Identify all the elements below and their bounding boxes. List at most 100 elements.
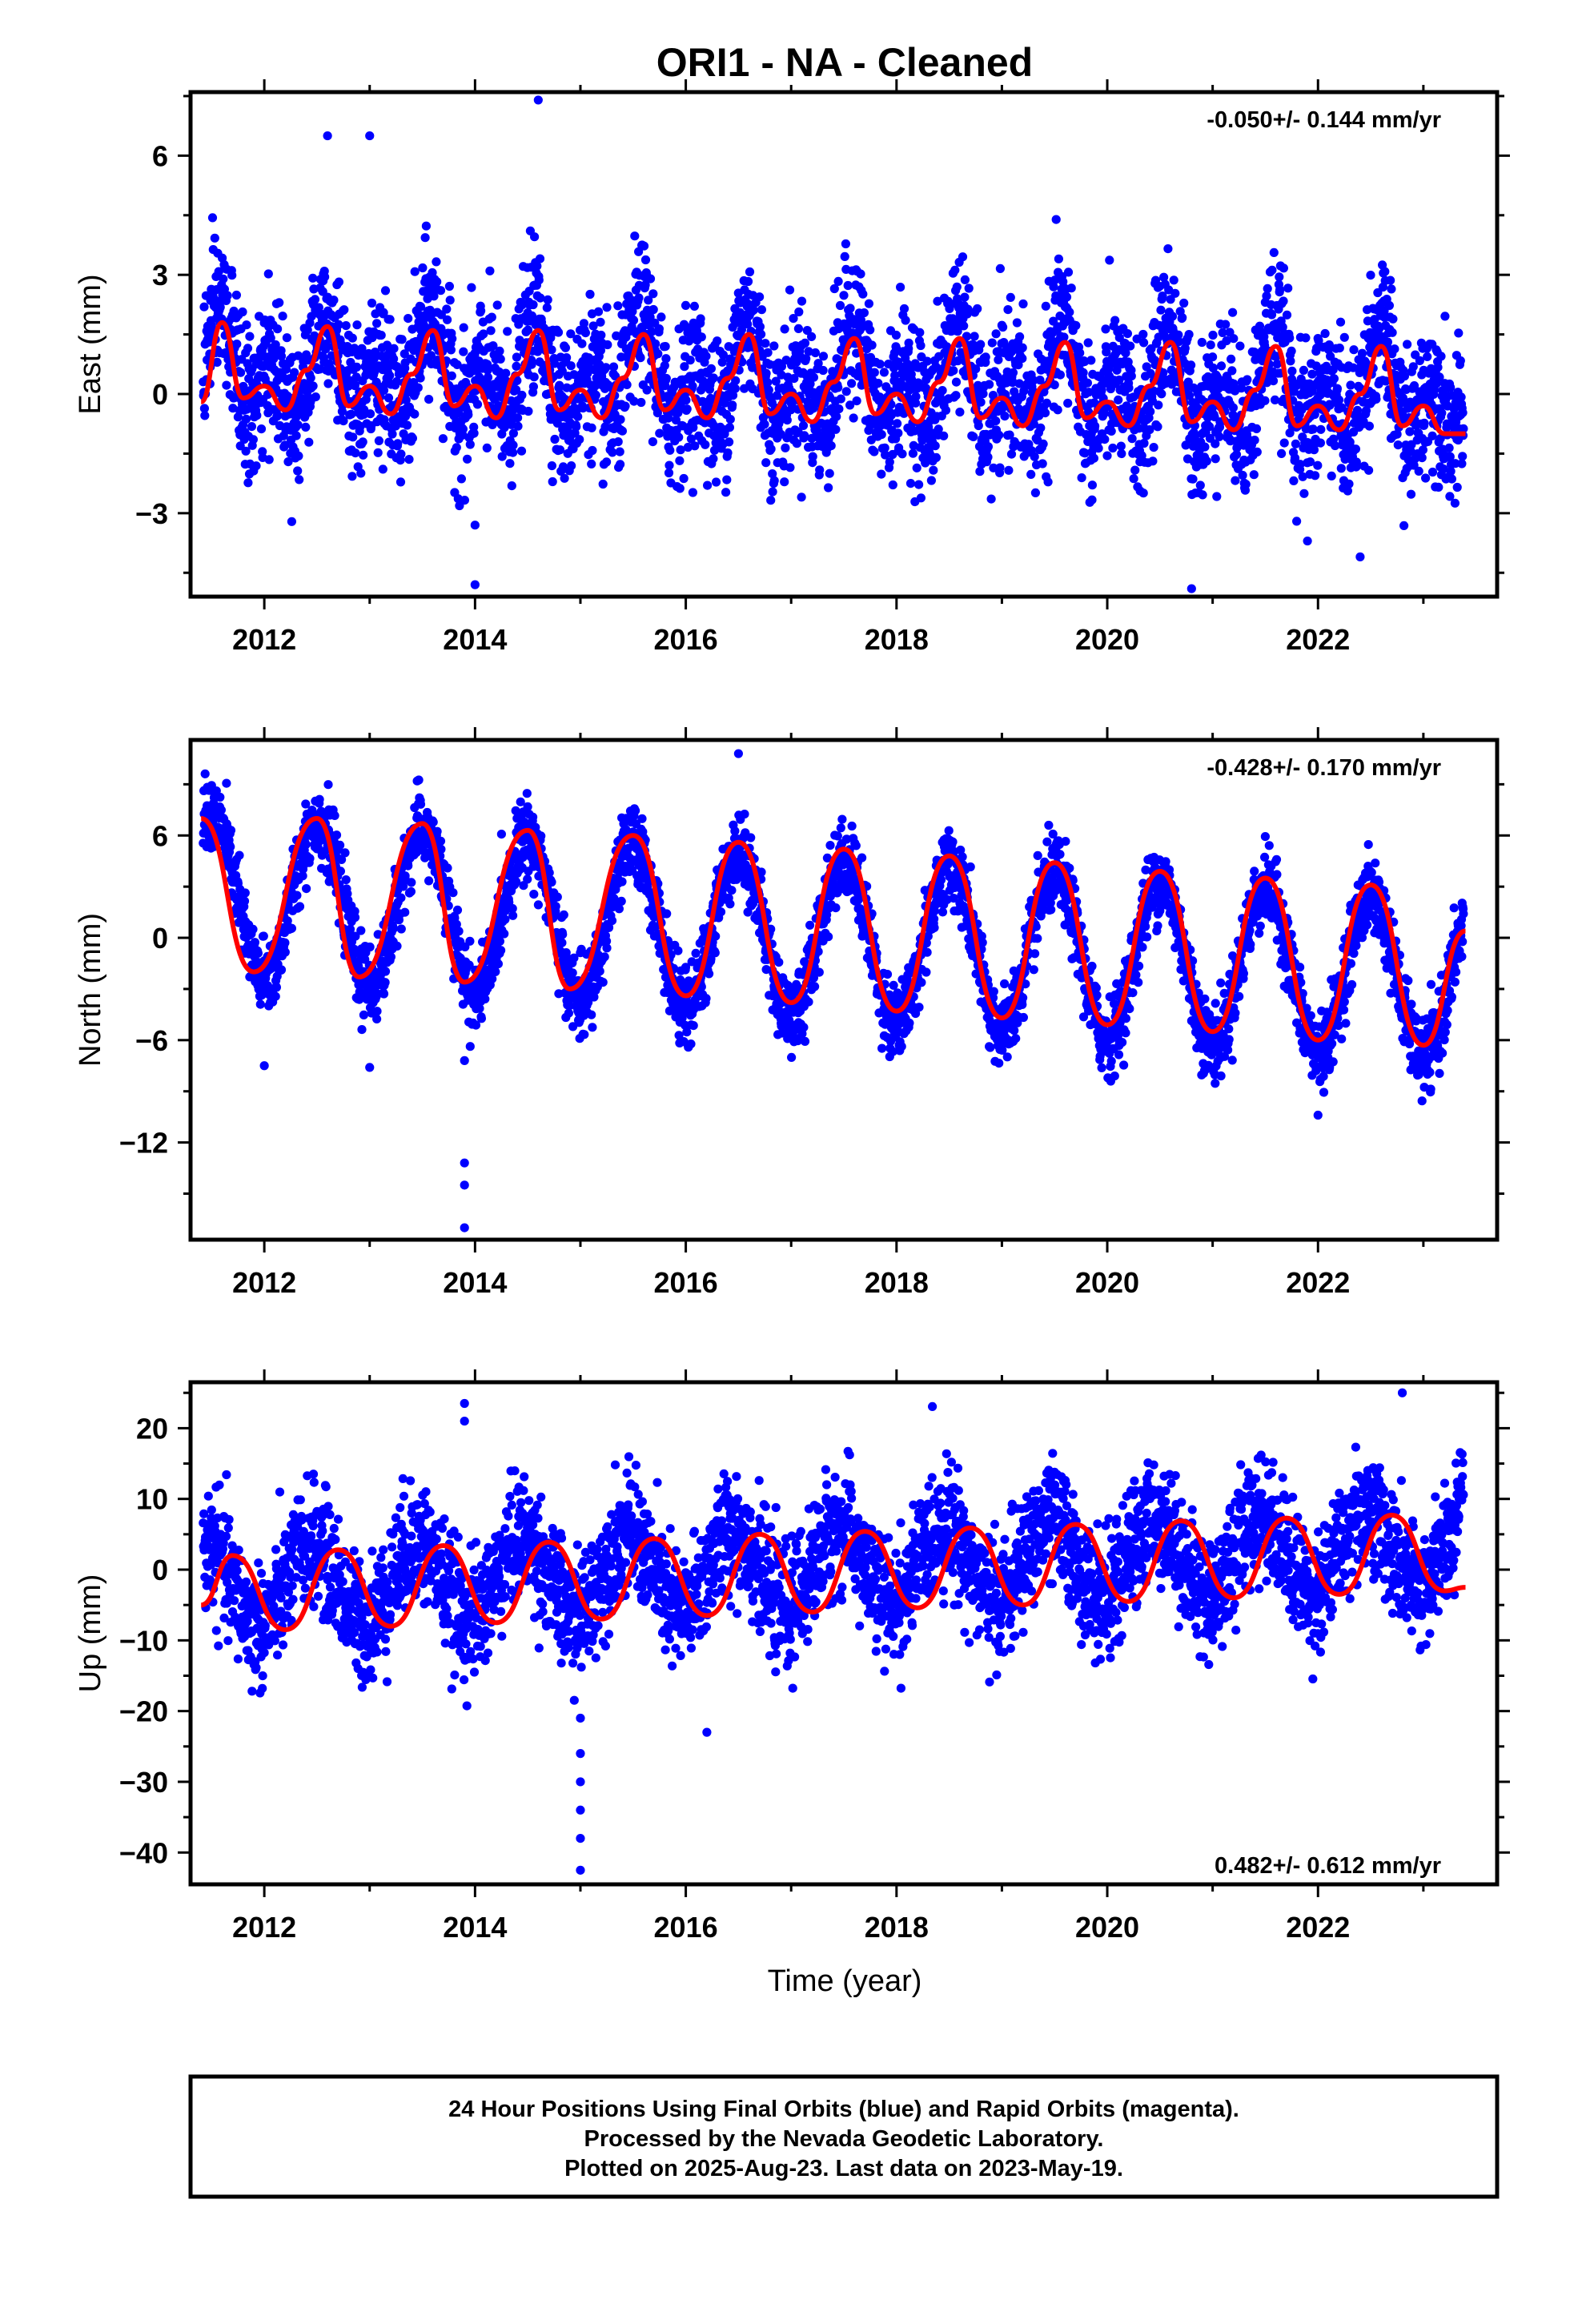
data-point [578,404,588,413]
data-point [616,415,625,424]
data-point [978,389,988,399]
data-point [1202,456,1211,466]
data-point [1251,424,1262,434]
data-point [512,361,521,371]
data-point [397,335,407,344]
data-point [647,327,656,336]
data-point [456,474,467,484]
data-point [1030,488,1040,498]
data-point [766,444,776,454]
data-point [1421,473,1431,483]
data-point [1169,275,1178,285]
data-point [931,452,941,463]
data-point [436,836,446,846]
data-point [271,991,280,1001]
data-point [476,306,486,316]
data-point [443,315,452,324]
data-point [1381,376,1391,386]
data-point [219,274,228,283]
data-point [800,338,810,348]
data-point [500,929,509,939]
data-point [709,454,718,464]
data-point [357,1025,367,1035]
data-point [273,411,283,420]
data-point [1205,422,1215,432]
data-point [792,439,802,448]
data-point [442,304,452,314]
data-point [1277,448,1287,459]
data-point [1231,450,1242,460]
data-point [1339,332,1349,342]
data-point [448,334,457,344]
data-point [404,861,413,870]
data-point [416,373,425,383]
data-point [1346,380,1355,390]
data-point [893,428,903,438]
data-point [1459,424,1468,433]
data-point [1307,369,1317,379]
data-point [1384,300,1394,311]
data-point [1086,356,1096,365]
data-point [674,432,684,442]
data-point [757,305,767,315]
data-point [482,443,492,453]
data-point [335,840,345,850]
data-point [343,889,352,899]
data-point [1042,398,1052,408]
data-point [680,362,689,372]
data-point [1227,354,1236,364]
data-point [567,461,576,471]
data-point [598,479,608,489]
data-point [276,352,287,361]
data-point [1436,352,1446,361]
data-point [259,931,268,941]
data-point [1262,292,1271,301]
data-point [852,396,861,406]
data-point [630,231,640,241]
data-point [983,442,993,452]
data-point [530,232,540,242]
data-point [380,967,391,976]
data-point [1153,422,1162,432]
data-point [293,466,303,476]
data-point [1071,320,1081,331]
data-point [1026,469,1036,480]
data-point [483,365,492,375]
data-point [529,372,539,382]
data-point [536,293,545,303]
data-point [385,315,395,324]
data-point [496,354,505,364]
data-point [1179,298,1189,308]
data-point [931,362,941,372]
data-point [1191,431,1200,440]
data-point [1386,275,1395,285]
data-point [926,476,936,485]
data-point [648,437,658,447]
data-point [867,340,877,350]
data-point [1014,379,1024,388]
data-point [1456,392,1466,402]
data-point [840,251,849,261]
data-point [743,320,753,329]
data-point [763,348,773,357]
data-point [1458,452,1468,461]
data-point [648,304,658,315]
data-point [199,404,209,413]
data-point [725,415,735,424]
data-point [347,333,357,343]
data-point [1116,441,1126,451]
data-point [350,912,360,923]
data-point [789,314,798,324]
data-point [500,915,510,924]
data-point [1145,425,1154,435]
data-point [804,347,813,356]
data-point [949,366,958,376]
data-point [280,947,290,957]
data-point [836,394,845,404]
data-point [1156,305,1166,315]
data-point [1298,472,1307,481]
data-point [974,420,983,431]
data-point [406,887,416,896]
data-point [1158,292,1167,301]
data-point [1178,313,1187,323]
